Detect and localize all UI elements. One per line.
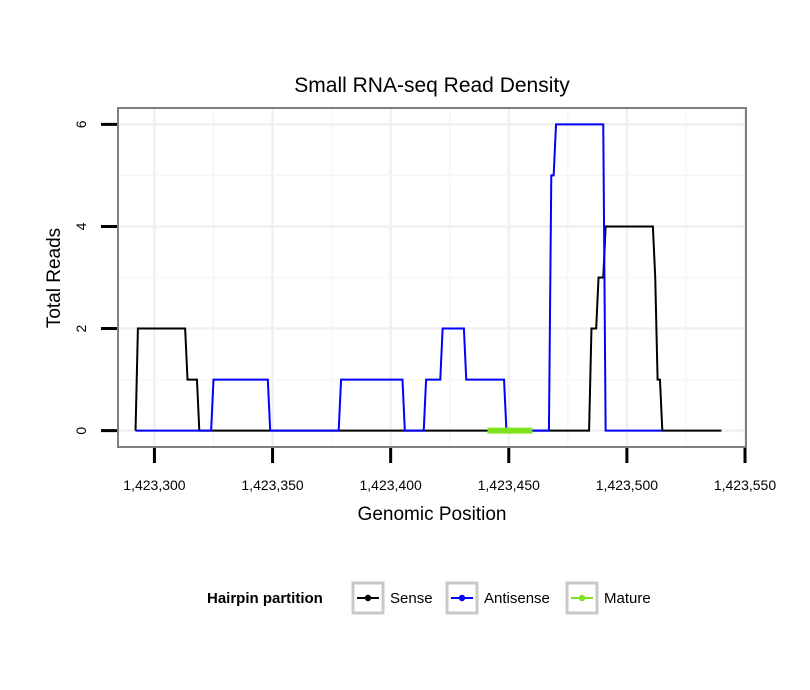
legend-item-antisense: Antisense: [445, 581, 550, 615]
x-axis-label: Genomic Position: [358, 504, 507, 525]
legend-key-dot: [364, 594, 372, 602]
y-tick-label: 0: [73, 427, 89, 435]
y-tick-label: 4: [73, 222, 89, 230]
x-tick-label: 1,423,500: [596, 477, 658, 493]
legend-label: Sense: [390, 590, 433, 607]
chart-title: Small RNA-seq Read Density: [294, 74, 570, 97]
legend-item-sense: Sense: [351, 581, 433, 615]
legend-key-dot: [578, 594, 586, 602]
y-axis-label: Total Reads: [44, 228, 65, 328]
legend-key-dot: [458, 594, 466, 602]
series-lines: [134, 123, 722, 434]
legend: Hairpin partition Sense Antisense Mature: [207, 581, 651, 615]
legend-title: Hairpin partition: [207, 590, 323, 607]
legend-label: Mature: [604, 590, 651, 607]
y-axis: 0 2 4 6: [73, 120, 118, 435]
y-tick-label: 2: [73, 324, 89, 332]
legend-label: Antisense: [484, 590, 550, 607]
x-axis: 1,423,300 1,423,350 1,423,400 1,423,450 1,42…: [123, 447, 776, 493]
y-tick-label: 6: [73, 120, 89, 128]
x-tick-label: 1,423,400: [360, 477, 422, 493]
series-line-antisense: [135, 123, 663, 432]
x-tick-label: 1,423,450: [478, 477, 540, 493]
plot-panel-border: [117, 107, 747, 448]
x-tick-label: 1,423,350: [241, 477, 303, 493]
legend-item-mature: Mature: [565, 581, 651, 615]
x-tick-label: 1,423,550: [714, 477, 776, 493]
series-line-sense: [134, 225, 722, 432]
x-tick-label: 1,423,300: [123, 477, 185, 493]
